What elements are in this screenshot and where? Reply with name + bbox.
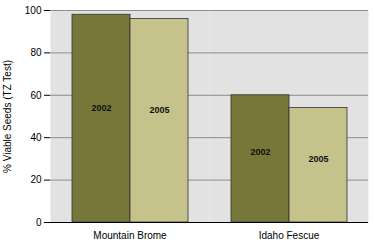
svg-text:% Viable Seeds (TZ Test): % Viable Seeds (TZ Test) — [2, 60, 13, 173]
svg-text:2005: 2005 — [308, 154, 328, 164]
svg-text:2002: 2002 — [91, 103, 111, 113]
svg-text:2005: 2005 — [149, 105, 169, 115]
svg-text:Idaho Fescue: Idaho Fescue — [259, 230, 320, 241]
svg-text:0: 0 — [36, 217, 42, 228]
svg-text:100: 100 — [25, 5, 42, 16]
svg-text:40: 40 — [30, 132, 42, 143]
svg-text:2002: 2002 — [250, 147, 270, 157]
svg-text:80: 80 — [30, 47, 42, 58]
svg-text:20: 20 — [30, 174, 42, 185]
svg-text:60: 60 — [30, 90, 42, 101]
svg-text:Mountain Brome: Mountain Brome — [93, 230, 167, 241]
